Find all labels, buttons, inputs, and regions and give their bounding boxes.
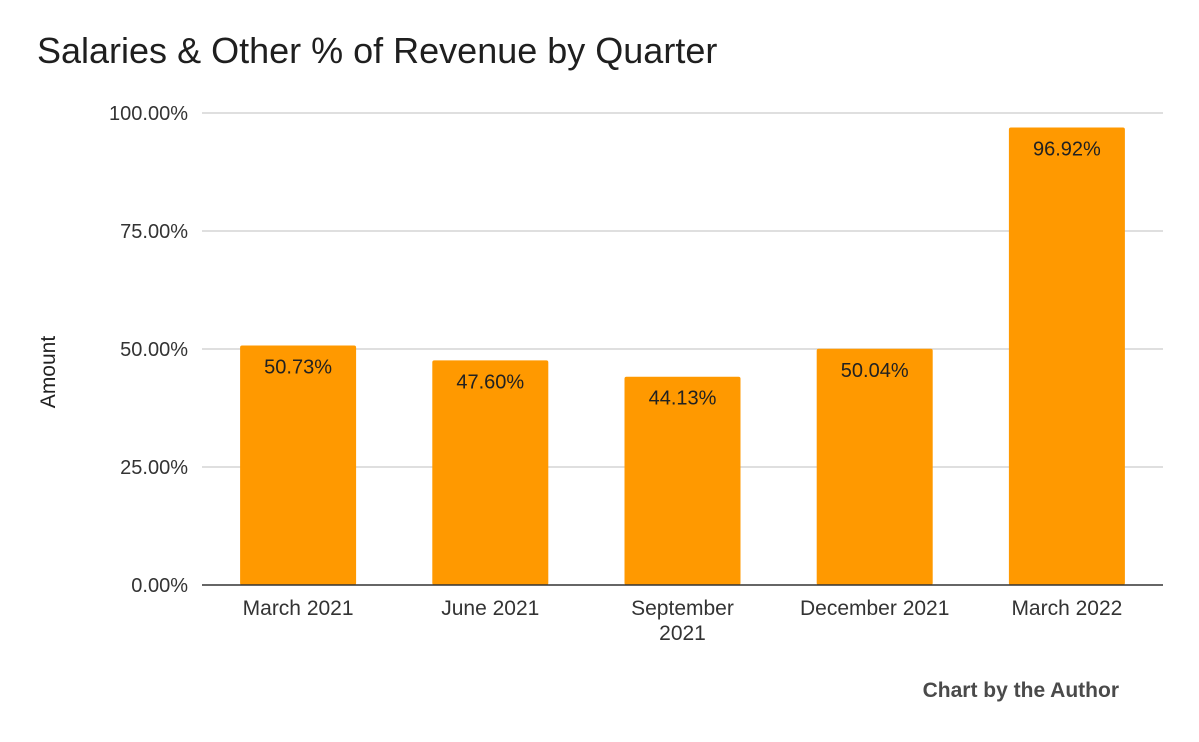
- y-tick-label: 75.00%: [120, 221, 188, 243]
- bar: [1008, 127, 1125, 585]
- data-label: 47.60%: [456, 371, 524, 393]
- chart-credit: Chart by the Author: [922, 679, 1119, 702]
- y-tick-label: 50.00%: [120, 339, 188, 361]
- gridlines: [202, 112, 1163, 468]
- y-tick-label: 25.00%: [120, 457, 188, 479]
- data-label: 50.73%: [264, 357, 332, 379]
- x-tick-label: December 2021: [800, 597, 949, 620]
- data-label: 44.13%: [649, 388, 717, 410]
- data-labels: 50.73% 47.60% 44.13% 50.04% 96.92%: [264, 139, 1101, 410]
- x-axis-ticks: March 2021 June 2021 September 2021 December…: [243, 597, 1123, 645]
- bar: [816, 348, 933, 585]
- x-tick-label: June 2021: [441, 597, 539, 620]
- bar: [240, 345, 357, 585]
- y-axis-title: Amount: [37, 336, 60, 409]
- data-label: 50.04%: [841, 360, 909, 382]
- y-axis-ticks: 0.00% 25.00% 50.00% 75.00% 100.00%: [109, 103, 188, 597]
- y-tick-label: 100.00%: [109, 103, 188, 125]
- y-tick-label: 0.00%: [131, 575, 188, 597]
- bars: [240, 127, 1125, 585]
- data-label: 96.92%: [1033, 139, 1101, 161]
- x-tick-label: September 2021: [631, 597, 734, 645]
- x-tick-label: March 2021: [243, 597, 354, 620]
- x-tick-label: March 2022: [1011, 597, 1122, 620]
- bar: [624, 376, 741, 585]
- chart-title: Salaries & Other % of Revenue by Quarter: [37, 30, 718, 71]
- bar: [432, 360, 549, 585]
